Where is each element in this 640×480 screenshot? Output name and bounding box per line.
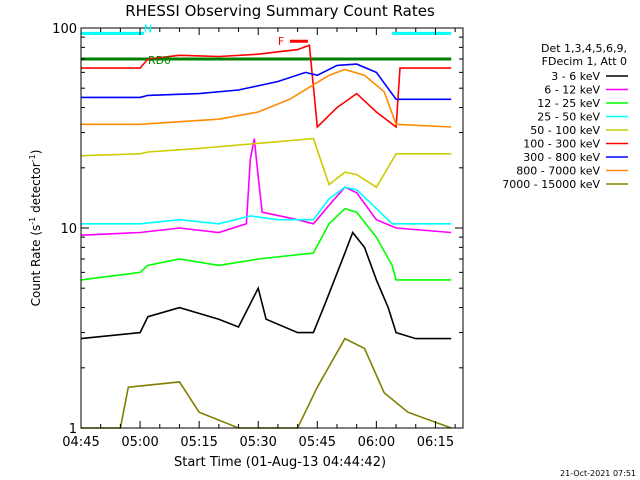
series-line-1 [80, 138, 452, 236]
legend-label-5: 100 - 300 keV [523, 138, 600, 151]
legend-label-4: 50 - 100 keV [530, 124, 600, 137]
series-line-8 [81, 337, 452, 429]
legend-label-2: 12 - 25 keV [537, 97, 600, 110]
chart-title: RHESSI Observing Summary Count Rates [125, 2, 435, 20]
legend-header-line-1: Det 1,3,4,5,6,9, [541, 42, 627, 55]
y-label-sup2: -1 [28, 154, 37, 162]
y-label-end: ) [29, 150, 43, 155]
y-label-sup1: -1 [28, 217, 37, 225]
legend-label-6: 300 - 800 keV [523, 151, 600, 164]
x-tick-label: 05:15 [180, 435, 217, 450]
y-axis: 1 10 100 [52, 22, 463, 437]
series-line-2 [80, 207, 452, 281]
annotations: RD0 N F [144, 22, 308, 67]
series-layer [80, 44, 452, 429]
y-tick-label: 100 [52, 22, 77, 37]
state-bars [81, 31, 452, 61]
legend-label-7: 800 - 7000 keV [516, 165, 600, 178]
x-tick-label: 05:45 [299, 435, 336, 450]
legend-header-line-2: FDecim 1, Att 0 [542, 55, 627, 68]
y-label-mid: detector [29, 162, 43, 217]
y-tick-label: 10 [60, 222, 77, 237]
x-tick-label: 06:15 [417, 435, 454, 450]
series-line-6 [81, 63, 452, 101]
y-label-main: Count Rate (s [29, 225, 43, 307]
legend-label-0: 3 - 6 keV [551, 70, 600, 83]
x-tick-label: 04:45 [62, 435, 99, 450]
series-line-7 [81, 68, 452, 128]
series-line-3 [81, 186, 452, 225]
y-axis-label: Count Rate (s-1 detector-1) [28, 150, 43, 307]
series-line-0 [80, 230, 452, 340]
annotation-rd0: RD0 [148, 54, 171, 67]
legend-label-1: 6 - 12 keV [544, 84, 600, 97]
series-line-5 [81, 44, 452, 129]
legend-label-3: 25 - 50 keV [537, 111, 600, 124]
x-axis: 04:45 05:00 05:15 05:30 05:45 06:00 06:15 [62, 28, 456, 450]
legend-label-8: 7000 - 15000 keV [502, 178, 600, 191]
timestamp: 21-Oct-2021 07:51 [560, 469, 636, 478]
x-axis-label: Start Time (01-Aug-13 04:44:42) [174, 455, 386, 470]
annotation-f: F [278, 35, 284, 48]
y-tick-label: 1 [69, 422, 77, 437]
x-tick-label: 06:00 [358, 435, 395, 450]
annotation-n: N [144, 22, 152, 35]
x-tick-label: 05:30 [239, 435, 276, 450]
x-tick-label: 05:00 [121, 435, 158, 450]
series-line-4 [80, 137, 452, 189]
